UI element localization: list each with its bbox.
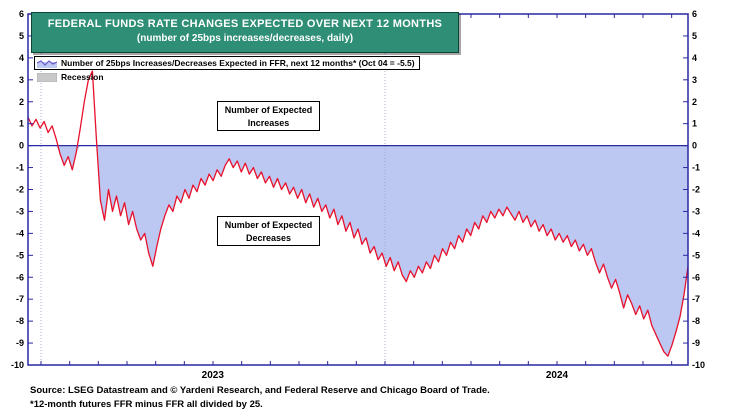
y-axis-label: -2 — [692, 185, 700, 195]
annotation-expected-increases: Number of Expected Increases — [217, 101, 320, 131]
page-title: FEDERAL FUNDS RATE CHANGES EXPECTED OVER… — [47, 18, 443, 30]
y-axis-label: 0 — [692, 141, 697, 151]
title-box: FEDERAL FUNDS RATE CHANGES EXPECTED OVER… — [31, 12, 459, 53]
y-axis-label: -4 — [16, 228, 24, 238]
y-axis-label: -6 — [16, 272, 24, 282]
y-axis-label: 4 — [19, 53, 24, 63]
y-axis-label: -10 — [11, 360, 24, 370]
source-line: Source: LSEG Datastream and © Yardeni Re… — [30, 385, 490, 396]
y-axis-label: 2 — [19, 97, 24, 107]
y-axis-label: 1 — [692, 119, 697, 129]
y-axis-label: 4 — [692, 53, 697, 63]
recession-legend-label: Recession — [61, 72, 104, 82]
page-subtitle: (number of 25bps increases/decreases, da… — [136, 33, 354, 44]
y-axis-label: -7 — [692, 294, 700, 304]
legend-item-series: Number of 25bps Increases/Decreases Expe… — [34, 56, 420, 70]
y-axis-label: -5 — [16, 250, 24, 260]
y-axis-label: -2 — [16, 185, 24, 195]
series-swatch-fill — [37, 61, 57, 68]
y-axis-label: 3 — [692, 75, 697, 85]
y-axis-label: -4 — [692, 228, 700, 238]
annotation-decreases-line2: Decreases — [245, 233, 292, 243]
annotation-decreases-line1: Number of Expected — [224, 220, 313, 230]
y-axis-label: -1 — [16, 163, 24, 173]
series-legend-label: Number of 25bps Increases/Decreases Expe… — [61, 58, 415, 68]
series-swatch — [37, 59, 57, 68]
x-axis-label: 2023 — [202, 370, 225, 381]
annotation-expected-decreases: Number of Expected Decreases — [217, 216, 320, 246]
y-axis-label: -3 — [692, 206, 700, 216]
annotation-increases-line2: Increases — [247, 118, 290, 128]
y-axis-label: 1 — [19, 119, 24, 129]
y-axis-label: -9 — [16, 338, 24, 348]
legend-item-recession: Recession — [34, 70, 420, 82]
y-axis-label: -9 — [692, 338, 700, 348]
footnote-line: *12-month futures FFR minus FFR all divi… — [30, 399, 263, 410]
y-axis-label: 5 — [692, 31, 697, 41]
series-swatch-line — [37, 59, 57, 66]
y-axis-label: -5 — [692, 250, 700, 260]
y-axis-label: -8 — [692, 316, 700, 326]
y-axis-label: -7 — [16, 294, 24, 304]
y-axis-label: 6 — [692, 9, 697, 19]
series-line — [27, 70, 689, 357]
x-axis-label: 2024 — [546, 370, 569, 381]
annotation-increases-line1: Number of Expected — [224, 105, 313, 115]
y-axis-label: -6 — [692, 272, 700, 282]
y-axis-label: 2 — [692, 97, 697, 107]
recession-swatch-fill — [37, 72, 57, 82]
y-axis-label: 0 — [19, 141, 24, 151]
y-axis-label: -3 — [16, 206, 24, 216]
y-axis-label: 6 — [19, 9, 24, 19]
y-axis-label: 5 — [19, 31, 24, 41]
recession-swatch — [37, 72, 57, 82]
area-fill — [28, 145, 688, 357]
footer: Source: LSEG Datastream and © Yardeni Re… — [30, 384, 490, 412]
y-axis-label: -10 — [692, 360, 705, 370]
y-axis-label: -8 — [16, 316, 24, 326]
y-axis-label: -1 — [692, 163, 700, 173]
legend: Number of 25bps Increases/Decreases Expe… — [34, 56, 420, 82]
y-axis-label: 3 — [19, 75, 24, 85]
